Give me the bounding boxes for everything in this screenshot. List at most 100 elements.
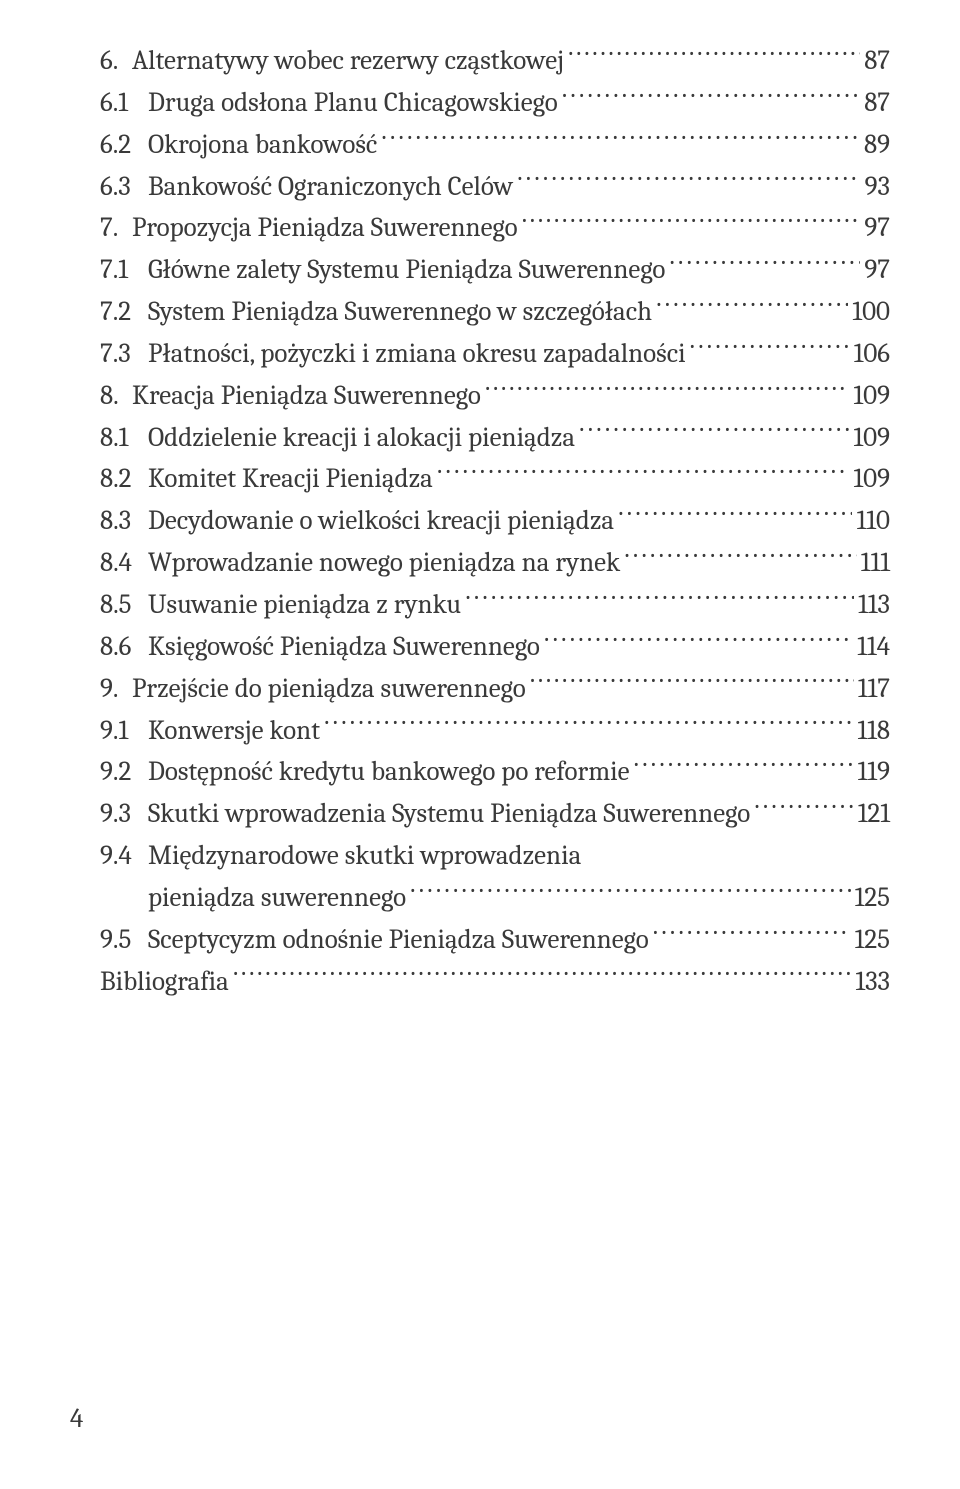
toc-entry-title: Główne zalety Systemu Pieniądza Suwerenn… [148, 249, 665, 291]
toc-entry-number: 6.1 [100, 82, 148, 124]
toc-leader [562, 84, 861, 111]
toc-entry-page: 125 [855, 877, 890, 919]
toc-entry-number: 8. [100, 375, 132, 417]
toc-entry-title: Usuwanie pieniądza z rynku [148, 584, 461, 626]
toc-entry: 9.Przejście do pieniądza suwerennego117 [132, 668, 890, 710]
toc-entry: 9.2Dostępność kredytu bankowego po refor… [100, 751, 890, 793]
table-of-contents: 6.Alternatywy wobec rezerwy cząstkowej 87… [100, 40, 890, 1002]
toc-entry: 8.5Usuwanie pieniądza z rynku 113 [100, 584, 890, 626]
toc-leader [410, 879, 851, 906]
toc-entry: 9.1Konwersje kont118 [100, 710, 890, 752]
toc-entry-number: 9.4 [100, 835, 148, 877]
toc-entry-page: 93 [865, 166, 890, 208]
toc-leader [465, 586, 854, 613]
toc-entry-page: 110 [856, 500, 890, 542]
toc-leader [522, 209, 861, 236]
toc-entry-page: 121 [858, 793, 890, 835]
toc-entry-title: Wprowadzanie nowego pieniądza na rynek [148, 542, 620, 584]
toc-entry-page: 100 [852, 291, 890, 333]
toc-entry-title: Oddzielenie kreacji i alokacji pieniądza [148, 417, 575, 459]
toc-entry-title: Międzynarodowe skutki wprowadzenia [148, 835, 581, 877]
toc-entry-page: 133 [855, 961, 890, 1003]
toc-entry-title: Kreacja Pieniądza Suwerennego [132, 375, 481, 417]
toc-leader [579, 419, 849, 446]
toc-entry-title: Bankowość Ograniczonych Celów [148, 166, 513, 208]
toc-entry-number: 6.3 [100, 166, 148, 208]
toc-leader [324, 712, 853, 739]
toc-entry: 7.2System Pieniądza Suwerennego w szczeg… [100, 291, 890, 333]
toc-entry-page: 113 [858, 584, 890, 626]
toc-entry-number: 7.1 [100, 249, 148, 291]
toc-entry: 9.4Międzynarodowe skutki wprowadzeniapie… [100, 835, 890, 919]
toc-entry-title: Propozycja Pieniądza Suwerennego [132, 207, 518, 249]
toc-entry-number: 6. [100, 40, 132, 82]
toc-entry: 6.2Okrojona bankowość89 [100, 124, 890, 166]
toc-entry-title: Przejście do pieniądza suwerennego [132, 668, 526, 710]
toc-entry-title: Komitet Kreacji Pieniądza [148, 458, 433, 500]
toc-entry-title: Księgowość Pieniądza Suwerennego [148, 626, 540, 668]
toc-leader [669, 251, 860, 278]
toc-entry: 7.3Płatności, pożyczki i zmiana okresu z… [100, 333, 890, 375]
toc-entry-page: 114 [857, 626, 890, 668]
toc-entry-title: Alternatywy wobec rezerwy cząstkowej [132, 40, 564, 82]
toc-entry-page: 89 [864, 124, 890, 166]
toc-entry-title: System Pieniądza Suwerennego w szczegóła… [148, 291, 652, 333]
toc-leader [624, 544, 856, 571]
toc-entry: 8.2Komitet Kreacji Pieniądza109 [100, 458, 890, 500]
toc-entry: 9.3Skutki wprowadzenia Systemu Pieniądza… [100, 793, 890, 835]
toc-entry-number: 7.2 [100, 291, 148, 333]
toc-entry-number: 8.6 [100, 626, 148, 668]
toc-entry: 6.Alternatywy wobec rezerwy cząstkowej87 [132, 40, 890, 82]
toc-entry-page: 118 [857, 710, 890, 752]
toc-entry-title: Skutki wprowadzenia Systemu Pieniądza Su… [148, 793, 750, 835]
toc-entry-number: 9. [100, 668, 132, 710]
toc-entry-number: 8.3 [100, 500, 148, 542]
toc-leader [656, 293, 848, 320]
toc-entry-page: 109 [853, 375, 890, 417]
toc-entry-page: 97 [864, 249, 890, 291]
toc-entry-number: 9.2 [100, 751, 148, 793]
toc-entry-title: Druga odsłona Planu Chicagowskiego [148, 82, 558, 124]
toc-entry-title: Decydowanie o wielkości kreacji pieniądz… [148, 500, 614, 542]
toc-entry: 8.Kreacja Pieniądza Suwerennego109 [132, 375, 890, 417]
toc-entry-page: 109 [853, 458, 890, 500]
toc-leader [653, 921, 851, 948]
toc-leader [754, 795, 854, 822]
toc-entry-page: 117 [858, 668, 890, 710]
toc-entry-number: 7.3 [100, 333, 148, 375]
toc-entry-page: 111 [861, 542, 890, 584]
toc-entry-title: Dostępność kredytu bankowego po reformie [148, 751, 630, 793]
toc-entry-page: 125 [855, 919, 890, 961]
toc-entry: 9.5Sceptycyzm odnośnie Pieniądza Suweren… [100, 919, 890, 961]
toc-entry: 8.3Decydowanie o wielkości kreacji pieni… [100, 500, 890, 542]
toc-leader [544, 628, 853, 655]
toc-entry-page: 97 [864, 207, 890, 249]
toc-leader [485, 377, 850, 404]
toc-entry: 6.3Bankowość Ograniczonych Celów 93 [100, 166, 890, 208]
toc-entry-page: 106 [854, 333, 890, 375]
toc-leader [690, 335, 850, 362]
toc-entry-number: 8.1 [100, 417, 148, 459]
toc-entry-number: 6.2 [100, 124, 148, 166]
toc-entry-number: 9.3 [100, 793, 148, 835]
toc-leader [618, 502, 852, 529]
toc-entry-number: 8.5 [100, 584, 148, 626]
toc-leader [634, 753, 854, 780]
toc-entry-number: 9.5 [100, 919, 148, 961]
toc-entry-number: 7. [100, 207, 132, 249]
toc-entry-page: 87 [864, 40, 890, 82]
toc-entry: 7.Propozycja Pieniądza Suwerennego97 [132, 207, 890, 249]
toc-entry: 8.1Oddzielenie kreacji i alokacji pienią… [100, 417, 890, 459]
toc-entry: 7.1Główne zalety Systemu Pieniądza Suwer… [100, 249, 890, 291]
toc-entry: 6.1Druga odsłona Planu Chicagowskiego 87 [100, 82, 890, 124]
toc-entry: 8.6Księgowość Pieniądza Suwerennego 114 [100, 626, 890, 668]
toc-leader [530, 670, 854, 697]
toc-entry-title: Płatności, pożyczki i zmiana okresu zapa… [148, 333, 686, 375]
toc-leader [437, 460, 850, 487]
page-number: 4 [70, 1403, 83, 1434]
toc-entry-number: 9.1 [100, 710, 148, 752]
toc-entry-page: 87 [864, 82, 890, 124]
toc-entry-page: 119 [858, 751, 890, 793]
toc-leader [568, 42, 860, 69]
toc-leader [517, 168, 861, 195]
